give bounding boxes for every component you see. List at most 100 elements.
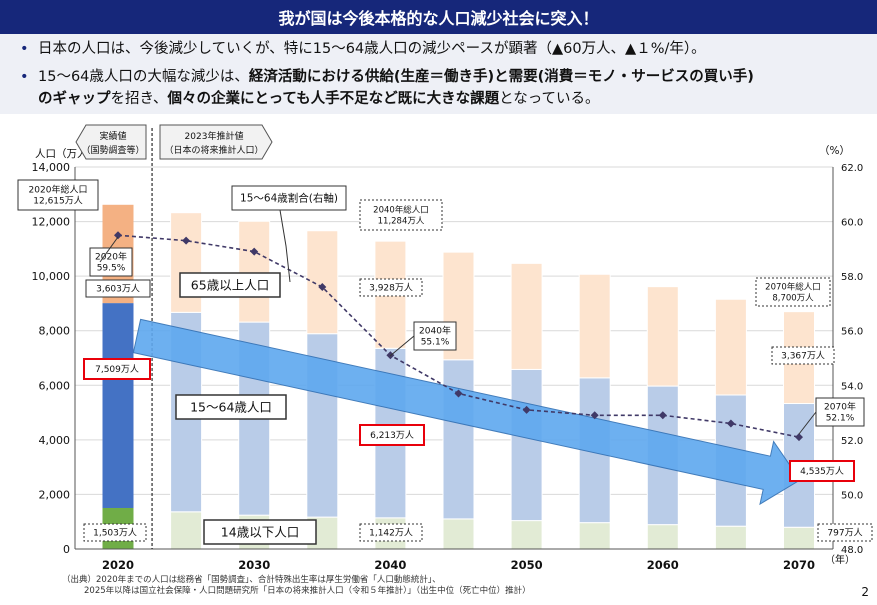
ratio-line-label-box [231,185,347,211]
x-tick-label: 2030 [238,558,270,572]
ratio-line-leader [279,209,291,283]
actual-period-label: 実績値 [99,130,126,142]
bullet-dot-icon: • [20,69,29,85]
young-2020-value-text: 1,503万人 [93,528,137,539]
total-2070-callout-text: 2070年総人口 [765,281,821,292]
bar-young [442,518,475,550]
old-2040-value-box [359,278,423,297]
ratio-line-marker [318,283,327,292]
bar-elderly [714,298,747,396]
pct-2070-callout-text: 2070年 [824,401,856,413]
bullet-dot-icon: • [20,41,29,57]
projection-period-label: 2023年推計値 [185,130,244,142]
decline-arrow [132,318,801,506]
ratio-line-marker [658,411,667,420]
y-tick-label: 14,000 [32,161,71,174]
source-note-2: 2025年以降は国立社会保障・人口問題研究所「日本の将来推計人口（令和５年推計）… [84,586,531,596]
x-tick-label: 2020 [102,558,134,572]
bar-young [646,524,679,550]
elderly-category-label-text: 65歳以上人口 [191,277,269,292]
young-2040-value-box [359,523,423,542]
x-unit-label: （年） [825,553,855,566]
pct-2020-callout-text: 2020年 [95,251,127,263]
young-category-label-text: 14歳以下人口 [221,524,299,539]
pct-2020-callout-box [89,247,133,277]
page-number: 2 [861,585,869,599]
bar-working-age [510,368,543,522]
working-age-category-label-text: 15～64歳人口 [190,399,272,414]
projection-period-sublabel: （日本の将来推計人口） [164,144,263,156]
old-2070-value-box [771,346,835,365]
ratio-line-marker [795,433,803,442]
work-2070-value-text: 4,535万人 [800,466,844,477]
x-tick-label: 2060 [647,558,679,572]
y2-tick-label: 50.0 [841,490,863,501]
y2-tick-label: 58.0 [841,272,863,283]
y-tick-label: 6,000 [39,379,71,392]
young-2070-value-box [817,523,873,542]
old-2020-value-text: 3,603万人 [96,284,140,295]
pct-2070-leader [798,411,817,435]
old-2040-value-text: 3,928万人 [369,283,413,294]
bullet-2-line-2: のギャップを招き、個々の企業にとっても人手不足など既に大きな課題となっている。 [38,91,600,107]
y-tick-label: 8,000 [39,325,71,338]
y-tick-label: 2,000 [39,488,71,501]
x-tick-label: 2070 [783,558,815,572]
work-2040-value-text: 6,213万人 [370,430,414,441]
y2-tick-label: 62.0 [841,163,863,174]
pct-2020-leader [99,236,119,263]
bar-elderly [510,262,543,370]
ratio-line [114,231,803,442]
young-2070-value-text: 797万人 [827,528,862,539]
summary-bullets: • 日本の人口は、今後減少していくが、特に15～64歳人口の減少ペースが顕著（▲… [0,34,877,114]
page-banner: 我が国は今後本格的な人口減少社会に突入！ [0,0,877,34]
bar-young [170,511,203,550]
actual-period-sublabel: （国勢調査等） [81,144,144,156]
pct-2040-callout-text: 2040年 [419,325,451,337]
bar-young [714,525,747,550]
y2-tick-label: 60.0 [841,218,863,229]
y-tick-label: 4,000 [39,434,71,447]
work-2040-value-box [359,424,425,446]
work-2020-value-box [83,358,151,380]
young-2040-value-text: 1,142万人 [369,528,413,539]
pct-2020-callout-text: 59.5% [97,264,126,274]
ratio-line-marker [454,389,463,398]
bullet-1-text: 日本の人口は、今後減少していくが、特に15～64歳人口の減少ペースが顕著（▲60… [38,41,706,57]
bar-young [783,526,815,550]
ratio-line-marker [726,419,735,428]
ratio-line-marker [590,411,599,420]
ratio-line-marker [250,247,259,256]
bar-elderly [238,220,271,323]
bullet-2-line-1: 15～64歳人口の大幅な減少は、経済活動における供給(生産＝働き手)と需要(消費… [38,69,754,85]
old-2020-value-box [85,279,151,298]
total-2070-callout-text: 8,700万人 [772,293,814,303]
total-2040-callout-text: 2040年総人口 [373,204,429,215]
actual-period-arrow [75,124,147,160]
bar-young [510,520,543,550]
y2-tick-label: 52.0 [841,436,863,447]
source-note-1: （出典）2020年までの人口は総務省「国勢調査」、合計特殊出生率は厚生労働省「人… [62,575,441,585]
work-2020-value-text: 7,509万人 [95,364,139,375]
total-2040-callout-box [359,199,443,231]
pct-2070-callout-box [815,397,865,427]
ratio-line-marker [114,231,122,240]
ratio-line-label-text: 15～64歳割合(右軸) [240,192,338,205]
young-category-label-box [203,519,317,545]
total-2020-callout-text: 12,615万人 [33,196,83,207]
projection-period-arrow [159,124,273,160]
bar-elderly [578,273,611,379]
total-2040-callout-text: 11,284万人 [378,216,425,226]
elderly-category-label-box [179,272,281,298]
x-tick-label: 2050 [511,558,543,572]
ratio-line-marker [522,405,531,414]
young-2020-value-box [83,523,147,542]
ratio-line-marker [182,236,191,245]
decline-arrow-shape [132,318,801,506]
chart-labels: 実績値（国勢調査等）2023年推計値（日本の将来推計人口）2020年総人口12,… [17,124,873,545]
chart-bars [102,204,815,550]
banner-title: 我が国は今後本格的な人口減少社会に突入！ [278,9,599,28]
work-2070-value-box [789,460,855,482]
total-2070-callout-box [755,277,831,307]
pct-2040-leader [389,335,415,357]
